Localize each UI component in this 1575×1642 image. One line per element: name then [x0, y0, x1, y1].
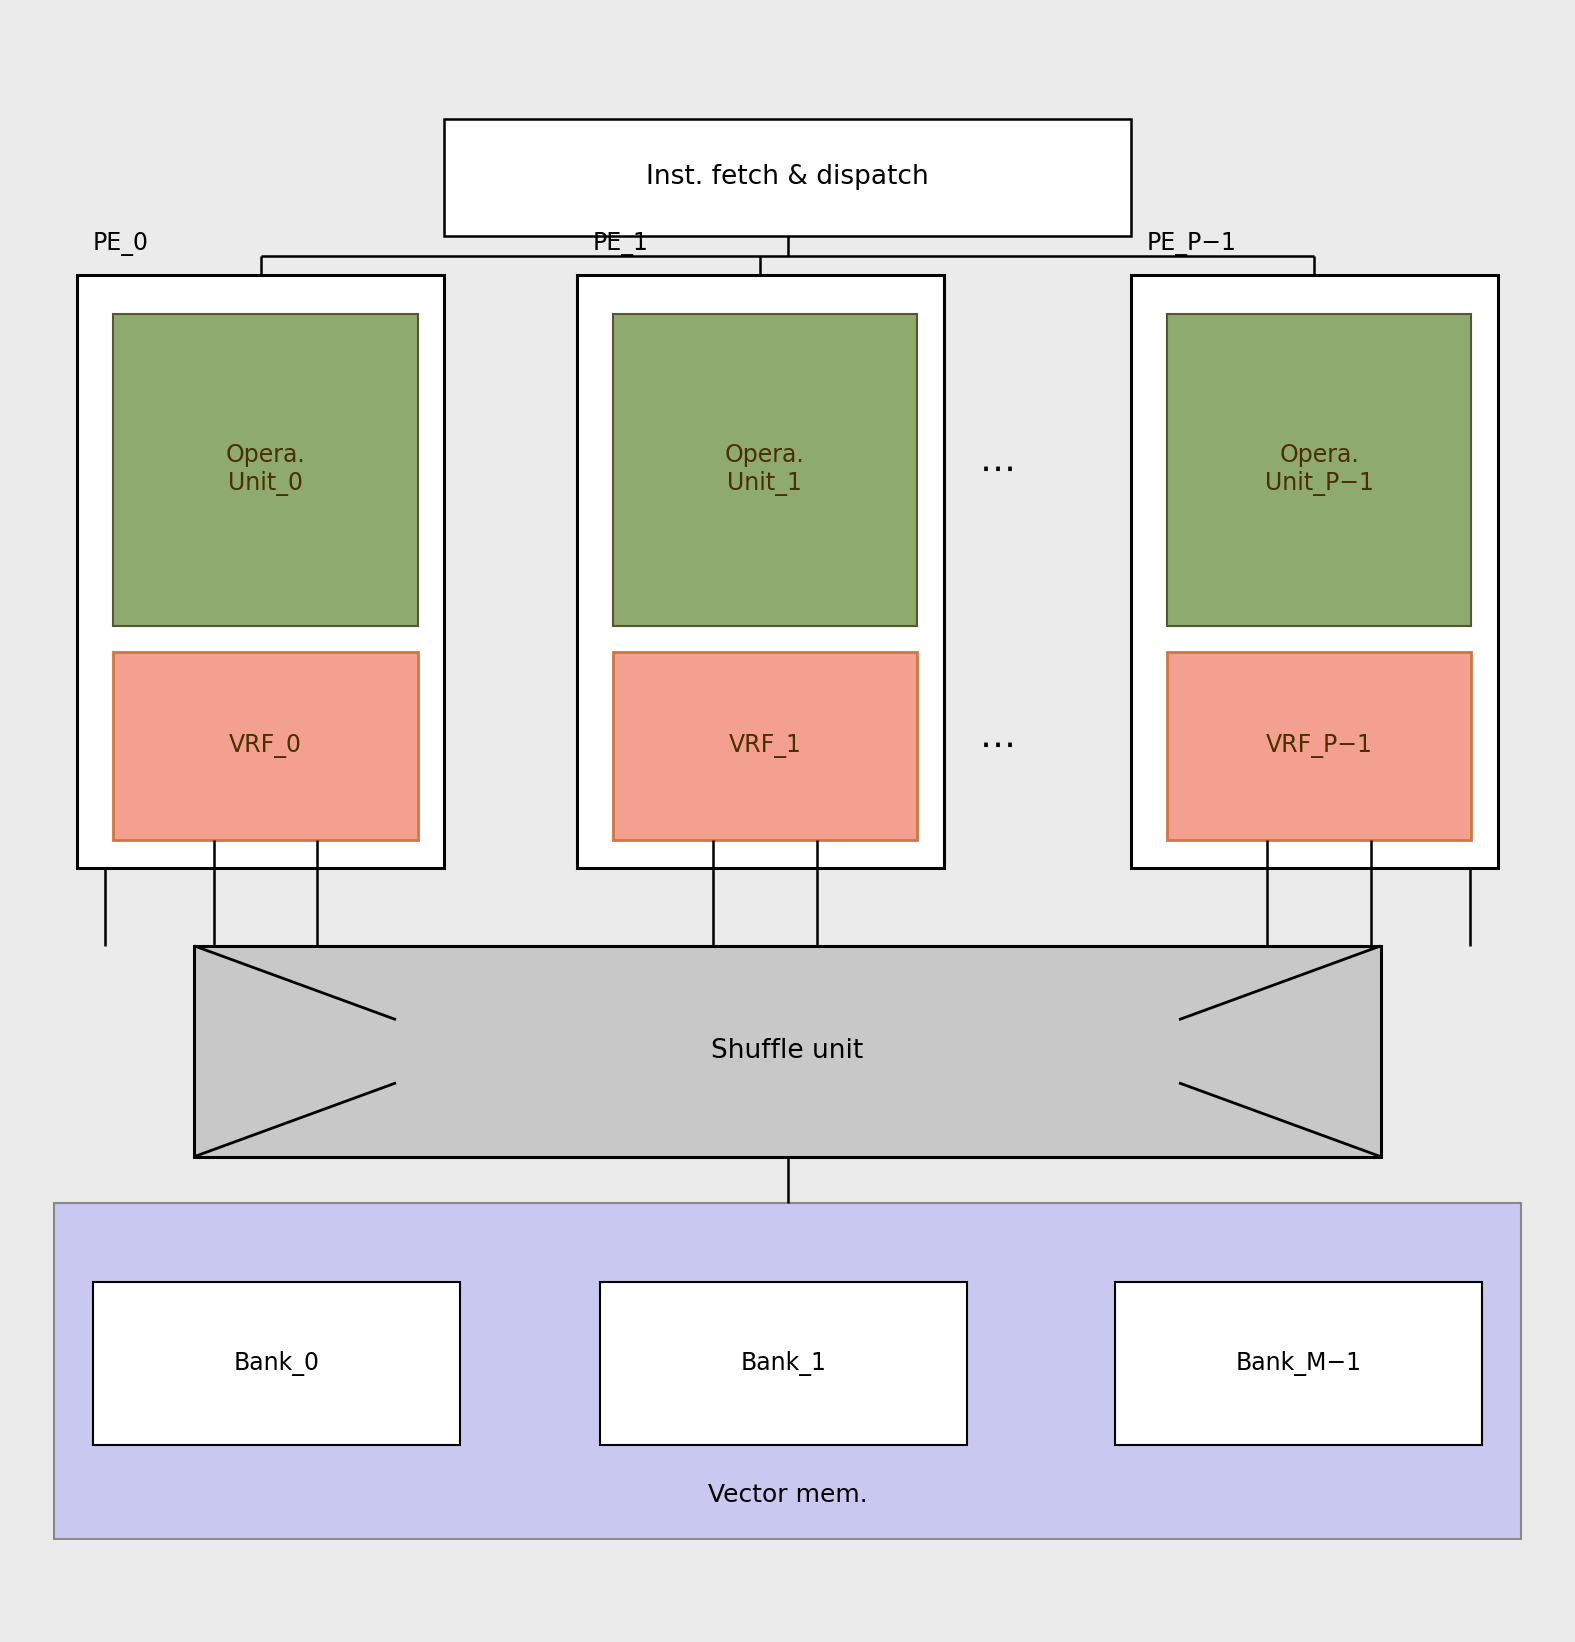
Text: PE_P−1: PE_P−1: [1147, 232, 1236, 256]
Bar: [93, 1281, 460, 1445]
Bar: [600, 1281, 967, 1445]
Text: PE_1: PE_1: [592, 232, 649, 256]
Bar: [1167, 652, 1471, 839]
Text: VRF_0: VRF_0: [228, 734, 302, 759]
Bar: [194, 946, 1381, 1156]
Bar: [613, 314, 917, 626]
Text: Opera.
Unit_P−1: Opera. Unit_P−1: [1265, 443, 1373, 496]
Text: ⋯: ⋯: [980, 453, 1016, 486]
Text: Bank_1: Bank_1: [740, 1351, 827, 1376]
Text: Shuffle unit: Shuffle unit: [712, 1038, 863, 1064]
Bar: [613, 652, 917, 839]
Bar: [113, 314, 417, 626]
Bar: [54, 1204, 1521, 1539]
Bar: [444, 118, 1131, 235]
Text: Opera.
Unit_0: Opera. Unit_0: [225, 443, 306, 496]
Bar: [1115, 1281, 1482, 1445]
Text: Bank_M−1: Bank_M−1: [1236, 1351, 1362, 1376]
Bar: [77, 274, 444, 869]
Bar: [1167, 314, 1471, 626]
Text: VRF_P−1: VRF_P−1: [1266, 734, 1372, 759]
Text: ⋯: ⋯: [980, 729, 1016, 764]
Text: PE_0: PE_0: [93, 232, 148, 256]
Text: Bank_0: Bank_0: [233, 1351, 320, 1376]
Text: Inst. fetch & dispatch: Inst. fetch & dispatch: [646, 164, 929, 190]
Bar: [113, 652, 417, 839]
Bar: [576, 274, 943, 869]
Text: Vector mem.: Vector mem.: [707, 1483, 868, 1507]
Bar: [1131, 274, 1498, 869]
Text: Opera.
Unit_1: Opera. Unit_1: [724, 443, 805, 496]
Text: VRF_1: VRF_1: [728, 734, 802, 759]
